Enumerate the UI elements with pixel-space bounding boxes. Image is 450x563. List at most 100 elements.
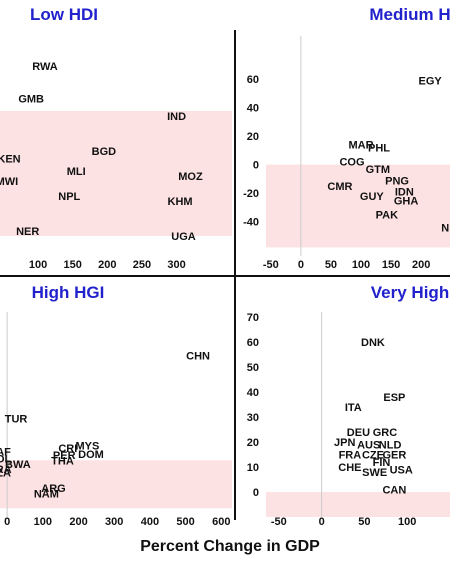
point-label-n: N (441, 222, 449, 234)
point-label-ra: RA (0, 464, 12, 476)
x-tick-label: 0 (4, 516, 10, 528)
point-label-chn: CHN (186, 351, 210, 363)
y-tick-label: 30 (247, 412, 259, 424)
point-label-dom: DOM (78, 449, 104, 461)
x-tick-label: 300 (167, 259, 185, 271)
point-label-bwa: BWA (5, 459, 31, 471)
x-tick-label: 0 (319, 516, 325, 528)
point-label-jpn: JPN (334, 437, 355, 449)
point-label-gmb: GMB (18, 94, 44, 106)
point-label-tha: THA (51, 455, 74, 467)
point-label-npl: NPL (58, 191, 80, 203)
x-tick-label: 0 (298, 259, 304, 271)
point-label-mys: MYS (76, 440, 100, 452)
point-label-dnk: DNK (361, 337, 385, 349)
shaded-band (0, 111, 232, 236)
point-label-moz: MOZ (178, 171, 203, 183)
y-tick-label: 20 (247, 131, 259, 143)
x-tick-label: 200 (412, 259, 430, 271)
x-tick-label: -50 (263, 259, 279, 271)
point-label-phl: PHL (368, 142, 390, 154)
point-label-per: PER (53, 450, 76, 462)
point-label-bgd: BGD (92, 146, 117, 158)
point-label-ken: KEN (0, 154, 21, 166)
point-label-che: CHE (338, 462, 361, 474)
x-tick-label: 150 (382, 259, 400, 271)
point-label-png: PNG (385, 175, 409, 187)
x-tick-label: 100 (34, 516, 52, 528)
x-tick-label: 100 (398, 516, 416, 528)
shaded-band (266, 164, 450, 248)
point-label-za: ZA (0, 468, 11, 480)
x-tick-label: 200 (69, 516, 87, 528)
point-label-ind: IND (167, 111, 186, 123)
y-tick-label: 0 (253, 487, 259, 499)
panel-title-very-high-hdi: Very High (371, 283, 449, 302)
point-label-gtm: GTM (366, 164, 390, 176)
point-label-can: CAN (382, 485, 406, 497)
panel-3: -50 0 50 100 0 10 20 30 40 50 60 70 DNK ESP ITA DEU GRC J… (247, 312, 450, 528)
point-label-guy: GUY (360, 191, 385, 203)
point-label-af: AF (0, 447, 11, 459)
y-tick-label: -20 (243, 188, 259, 200)
point-label-egy: EGY (419, 75, 443, 87)
point-label-nam: NAM (34, 488, 59, 500)
point-label-fin: FIN (373, 457, 391, 469)
point-label-swe: SWE (362, 467, 387, 479)
y-tick-label: 60 (247, 74, 259, 86)
point-label-rwa: RWA (32, 61, 58, 73)
point-label-esp: ESP (383, 392, 405, 404)
panel-title-low-hdi: Low HDI (30, 5, 98, 24)
point-label-ita: ITA (345, 402, 362, 414)
panel-0: 100 150 200 250 300 RWA GMB IND BGD KEN MLI MOZ MWI N… (0, 61, 232, 271)
point-label-ol: OL (0, 454, 11, 466)
shaded-band (266, 492, 450, 517)
x-tick-label: 600 (212, 516, 230, 528)
point-label-deu: DEU (347, 427, 370, 439)
y-tick-label: 50 (247, 362, 259, 374)
point-label-cze: CZE (362, 450, 384, 462)
point-label-mar: MAR (348, 140, 373, 152)
shaded-band (0, 460, 232, 509)
point-label-fra: FRA (339, 450, 362, 462)
y-tick-label: 20 (247, 437, 259, 449)
point-label-cmr: CMR (327, 181, 352, 193)
point-label-usa: USA (390, 465, 413, 477)
point-label-ger: GER (382, 450, 406, 462)
point-label-ner: NER (16, 226, 39, 238)
x-tick-label: 100 (29, 259, 47, 271)
y-tick-label: 10 (247, 462, 259, 474)
x-tick-label: -50 (271, 516, 287, 528)
x-tick-label: 300 (105, 516, 123, 528)
y-tick-label: 40 (247, 387, 259, 399)
y-tick-label: -40 (243, 217, 259, 229)
x-tick-label: 500 (176, 516, 194, 528)
y-tick-label: 0 (253, 160, 259, 172)
point-label-idn: IDN (395, 187, 414, 199)
point-label-uga: UGA (171, 231, 196, 243)
point-label-tur: TUR (5, 413, 28, 425)
point-label-arg: ARG (41, 483, 65, 495)
panel-title-high-hdi: High HGI (32, 283, 105, 302)
point-label-mli: MLI (67, 166, 86, 178)
x-tick-label: 50 (358, 516, 370, 528)
x-tick-label: 200 (98, 259, 116, 271)
x-axis-label: Percent Change in GDP (140, 538, 320, 555)
x-tick-label: 50 (325, 259, 337, 271)
y-tick-label: 40 (247, 102, 259, 114)
point-label-nld: NLD (379, 440, 402, 452)
y-tick-label: 60 (247, 337, 259, 349)
x-tick-label: 400 (141, 516, 159, 528)
point-label-cog: COG (339, 157, 364, 169)
y-tick-label: 70 (247, 312, 259, 324)
point-label-mwi: MWI (0, 176, 18, 188)
point-label-gha: GHA (394, 195, 419, 207)
panel-title-medium-hdi: Medium H (369, 5, 450, 24)
point-label-aus: AUS (357, 440, 380, 452)
point-label-cri: CRI (58, 443, 77, 455)
x-tick-label: 100 (352, 259, 370, 271)
